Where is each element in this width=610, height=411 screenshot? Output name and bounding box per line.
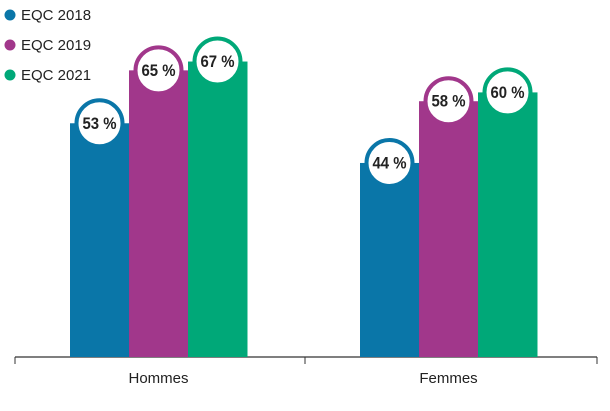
legend-marker <box>4 39 16 51</box>
bar <box>478 92 538 358</box>
bar <box>188 61 248 357</box>
value-label-badge <box>423 76 474 127</box>
value-label: 60 % <box>491 83 525 102</box>
value-label: 58 % <box>432 92 466 111</box>
legend-label: EQC 2019 <box>21 37 91 54</box>
value-label: 44 % <box>373 153 407 172</box>
legend-marker <box>4 69 16 81</box>
value-label-badge <box>74 98 125 149</box>
legend-label: EQC 2018 <box>21 7 91 24</box>
bar <box>419 101 479 357</box>
value-label-badge <box>133 45 184 96</box>
bar <box>70 123 130 358</box>
x-tick-label: Femmes <box>419 370 477 387</box>
legend-label: EQC 2021 <box>21 67 91 84</box>
x-tick-label: Hommes <box>128 370 188 387</box>
legend-marker <box>4 9 16 21</box>
bar <box>129 70 189 357</box>
bar <box>360 162 420 357</box>
value-label-badge <box>364 137 415 188</box>
value-label: 65 % <box>142 61 176 80</box>
value-label-badge <box>192 36 243 87</box>
value-label-badge <box>482 67 533 118</box>
value-label: 67 % <box>201 52 235 71</box>
value-label: 53 % <box>83 114 117 133</box>
